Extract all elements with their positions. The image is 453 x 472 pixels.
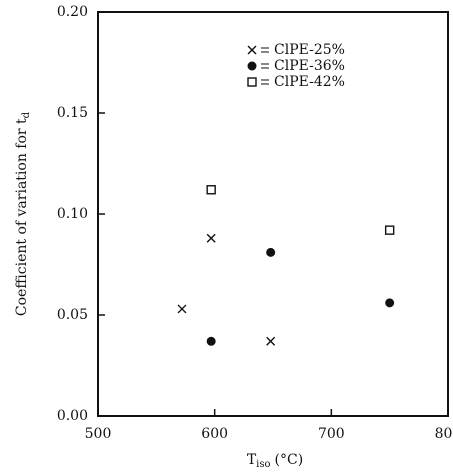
y-tick-label: 0.10 [57,206,88,222]
marker-stroke [247,45,257,55]
y-axis-label: Coefficient of variation for td [14,111,32,316]
legend-label: ClPE-42% [274,74,345,90]
marker-square [247,77,257,87]
marker-stroke [266,336,276,346]
marker-stroke [177,304,187,314]
marker-square [206,185,216,195]
y-tick-label: 0.05 [57,307,88,323]
marker-dot [247,61,257,71]
marker-dot [206,336,216,346]
y-tick-label: 0.20 [57,4,88,20]
x-tick-label: 500 [85,426,112,442]
x-tick-label: 600 [201,426,228,442]
x-tick-label: 800 [435,426,453,442]
legend-label: ClPE-36% [274,58,345,74]
y-tick-label: 0.00 [57,408,88,424]
legend-label: ClPE-25% [274,42,345,58]
x-tick-label: 700 [318,426,345,442]
marker-x [177,304,187,314]
marker-x [247,45,257,55]
y-tick-label: 0.15 [57,105,88,121]
x-axis-label: Tiso (°C) [247,452,303,470]
plot-frame [97,11,449,417]
marker-x [206,233,216,243]
marker-stroke [206,233,216,243]
marker-dot [266,247,276,257]
marker-dot [385,298,395,308]
marker-square [384,225,395,235]
marker-x [266,336,276,346]
